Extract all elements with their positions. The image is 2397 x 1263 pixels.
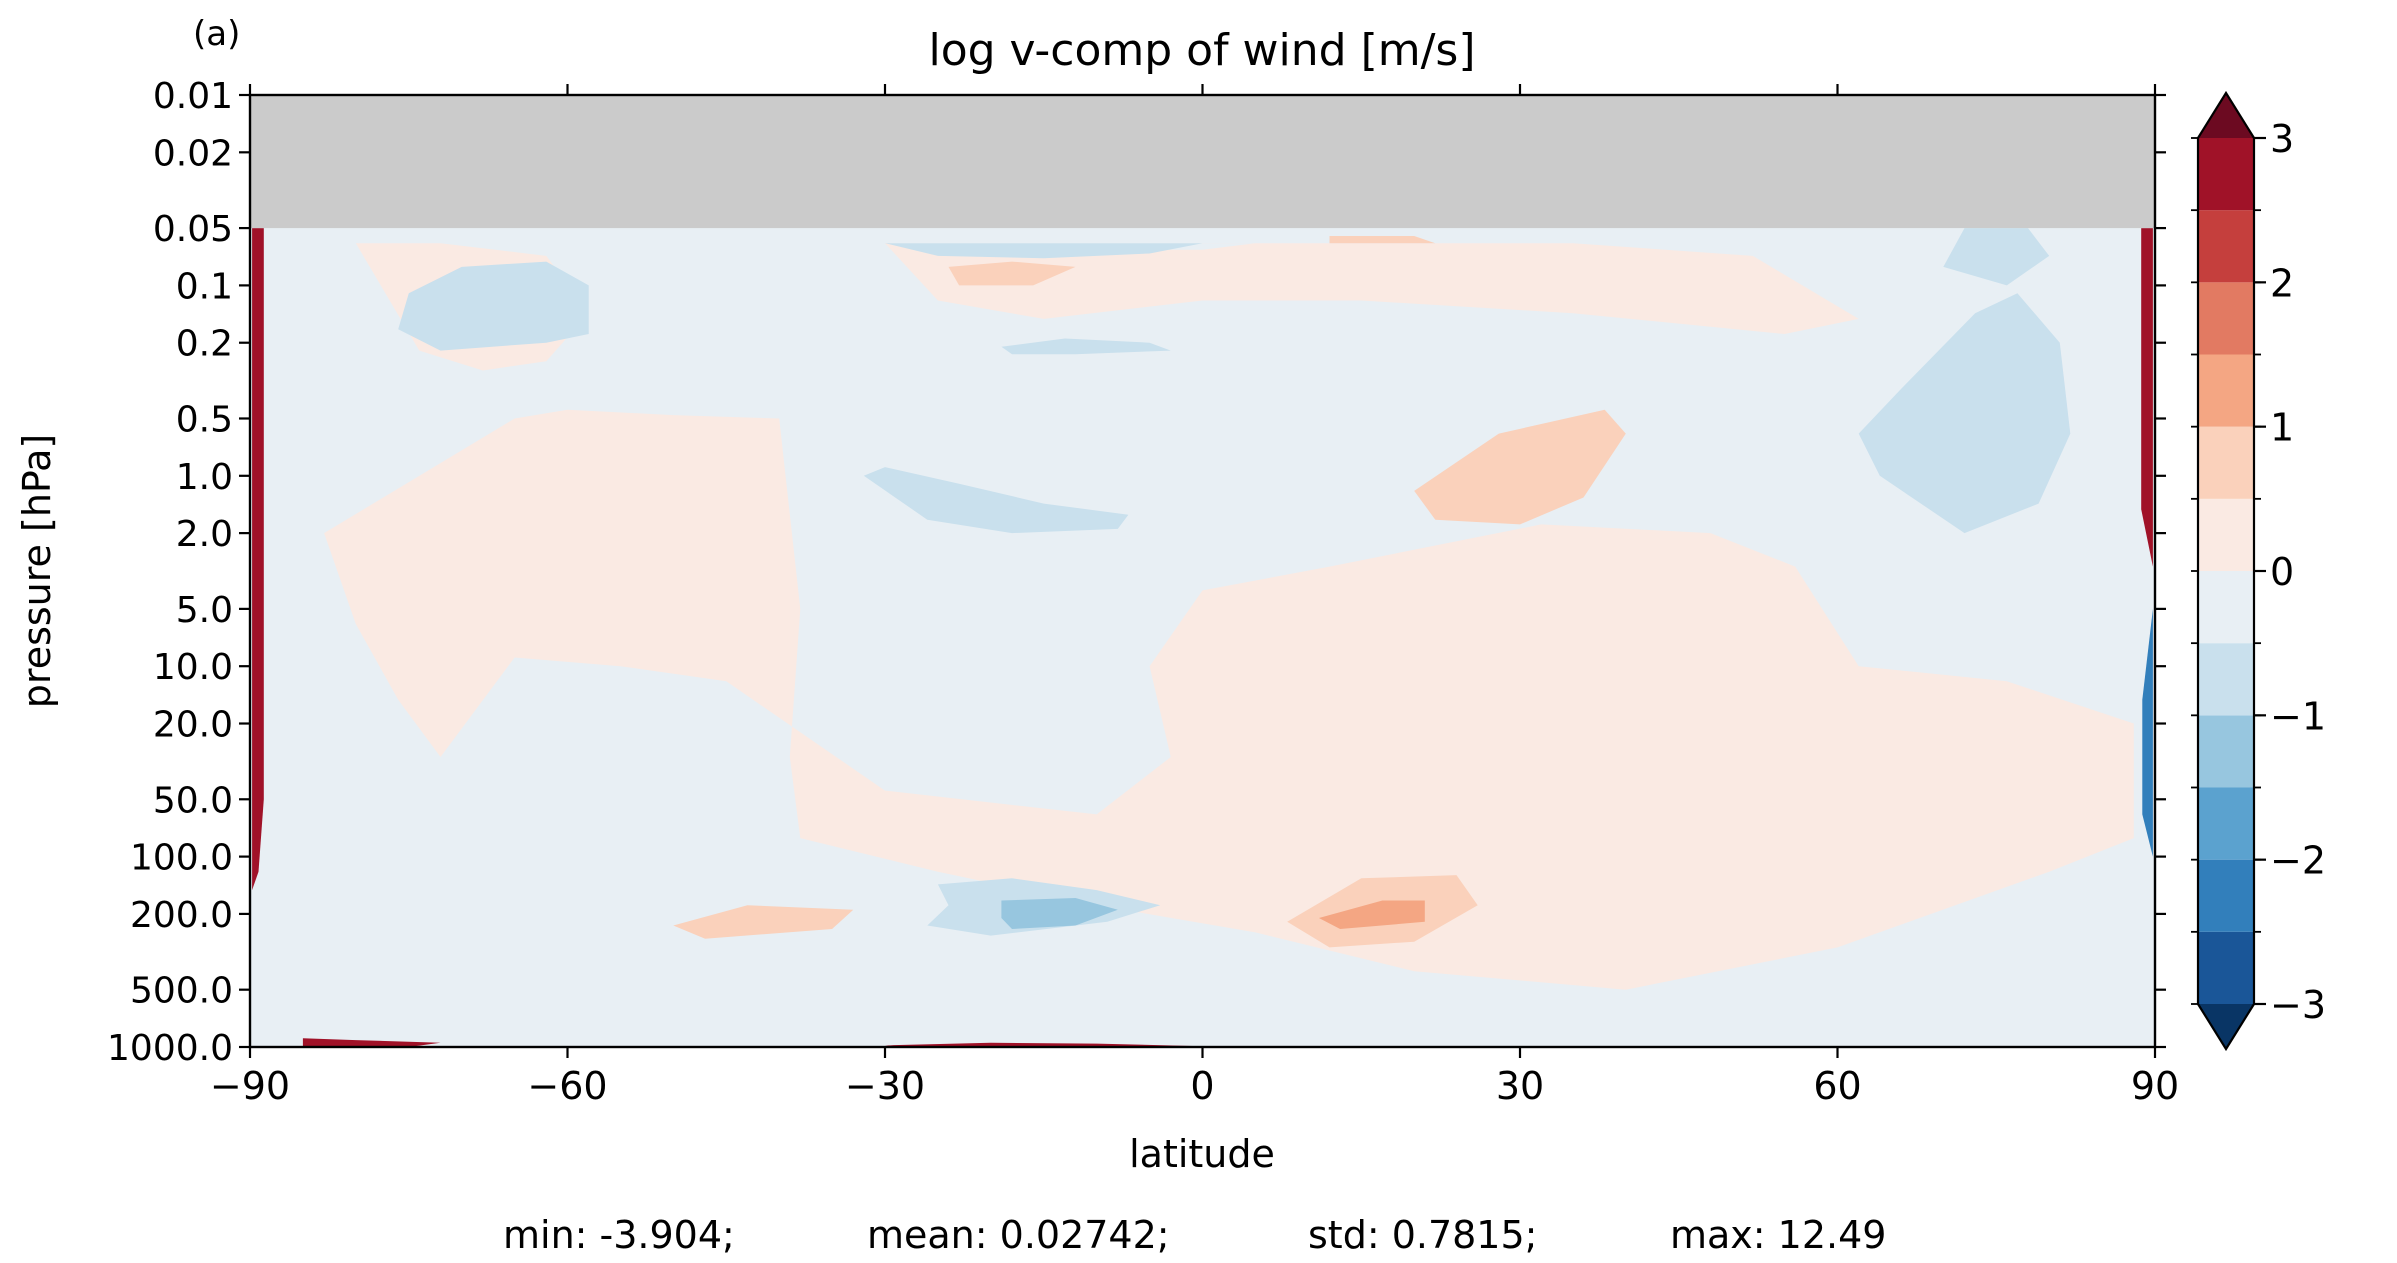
colorbar: −3 −2 −1 0 1 2 3 bbox=[2191, 90, 2326, 1052]
y-tick-label: 0.2 bbox=[176, 324, 233, 365]
colorbar-extend-high bbox=[2198, 93, 2254, 138]
y-tick-label: 200.0 bbox=[130, 895, 233, 936]
stat-mean: mean: 0.02742; bbox=[867, 1213, 1170, 1257]
contour-region-13 bbox=[1329, 236, 1436, 244]
colorbar-swatch bbox=[2198, 354, 2254, 427]
x-tick-label: 0 bbox=[1190, 1064, 1214, 1108]
y-tick-label: 50.0 bbox=[153, 780, 233, 821]
contour-region-0 bbox=[324, 409, 2134, 990]
contour-region-19 bbox=[2141, 228, 2153, 567]
contour-region-9 bbox=[1858, 293, 2071, 534]
colorbar-swatch bbox=[2198, 210, 2254, 283]
x-tick-label: 60 bbox=[1813, 1064, 1861, 1108]
contour-region-7 bbox=[863, 467, 1129, 534]
chart-title: log v-comp of wind [m/s] bbox=[928, 25, 1475, 76]
colorbar-tick-label: −2 bbox=[2270, 839, 2326, 883]
y-tick-label: 2.0 bbox=[176, 514, 233, 555]
colorbar-tick-label: 2 bbox=[2270, 261, 2294, 305]
colorbar-swatch bbox=[2198, 498, 2254, 571]
contour-region-12 bbox=[948, 261, 1076, 286]
y-tick-label: 20.0 bbox=[153, 705, 233, 746]
contour-region-17 bbox=[1318, 900, 1425, 929]
contour-region-22 bbox=[2142, 608, 2153, 857]
x-axis: −90 −60 −30 0 30 60 90 bbox=[210, 84, 2179, 1108]
contour-region-18 bbox=[252, 228, 264, 891]
y-tick-label: 5.0 bbox=[176, 590, 233, 631]
stat-std: std: 0.7815; bbox=[1308, 1213, 1537, 1257]
x-tick-label: −60 bbox=[527, 1064, 607, 1108]
contour-region-11 bbox=[1001, 898, 1118, 929]
x-tick-label: 30 bbox=[1496, 1064, 1544, 1108]
y-tick-label: 100.0 bbox=[130, 838, 233, 879]
y-tick-label: 1000.0 bbox=[107, 1028, 233, 1069]
contour-region-15 bbox=[673, 905, 854, 939]
y-tick-label: 0.02 bbox=[153, 133, 233, 174]
contour-region-5 bbox=[885, 243, 1203, 259]
colorbar-swatch bbox=[2198, 282, 2254, 355]
y-axis-label: pressure [hPa] bbox=[15, 434, 59, 708]
colorbar-swatch bbox=[2198, 643, 2254, 716]
contour-region-20 bbox=[302, 1038, 441, 1047]
contour-region-1 bbox=[885, 243, 1859, 334]
colorbar-swatch bbox=[2198, 931, 2254, 1004]
colorbar-swatch bbox=[2198, 571, 2254, 644]
y-tick-label: 0.1 bbox=[176, 266, 233, 307]
y-tick-label: 0.5 bbox=[176, 399, 233, 440]
colorbar-tick-label: 3 bbox=[2270, 117, 2294, 161]
colorbar-swatch bbox=[2198, 138, 2254, 211]
colorbar-extend-low bbox=[2198, 1004, 2254, 1049]
colorbar-tick-label: −1 bbox=[2270, 694, 2326, 738]
contour-region-4 bbox=[398, 261, 589, 351]
y-tick-label: 0.01 bbox=[153, 76, 233, 117]
y-tick-label: 0.05 bbox=[153, 209, 233, 250]
colorbar-swatch bbox=[2198, 859, 2254, 932]
contour-regions bbox=[250, 228, 2153, 1047]
stat-min: min: -3.904; bbox=[503, 1213, 735, 1257]
colorbar-tick-label: 1 bbox=[2270, 406, 2294, 450]
stat-max: max: 12.49 bbox=[1670, 1213, 1886, 1257]
no-data-band bbox=[250, 95, 2155, 229]
plot-area bbox=[248, 93, 2157, 1049]
x-tick-label: −30 bbox=[845, 1064, 925, 1108]
y-tick-label: 10.0 bbox=[153, 647, 233, 688]
colorbar-tick-label: 0 bbox=[2270, 550, 2294, 594]
colorbar-swatch bbox=[2198, 426, 2254, 499]
colorbar-swatch bbox=[2198, 787, 2254, 860]
y-tick-label: 500.0 bbox=[130, 971, 233, 1012]
colorbar-tick-label: −3 bbox=[2270, 983, 2326, 1027]
y-tick-label: 1.0 bbox=[176, 457, 233, 498]
x-tick-label: −90 bbox=[210, 1064, 290, 1108]
x-tick-label: 90 bbox=[2131, 1064, 2179, 1108]
contour-region-8 bbox=[1943, 228, 2050, 286]
y-axis: 0.01 0.02 0.05 0.1 0.2 0.5 1.0 2.0 5.0 10.0 20.0 50… bbox=[107, 76, 2166, 1069]
contour-region-6 bbox=[1001, 338, 1171, 355]
x-axis-label: latitude bbox=[1129, 1132, 1275, 1176]
contour-region-23 bbox=[250, 1017, 293, 1047]
contour-region-14 bbox=[1414, 409, 1626, 525]
colorbar-swatch bbox=[2198, 715, 2254, 788]
panel-label: (a) bbox=[193, 14, 240, 54]
